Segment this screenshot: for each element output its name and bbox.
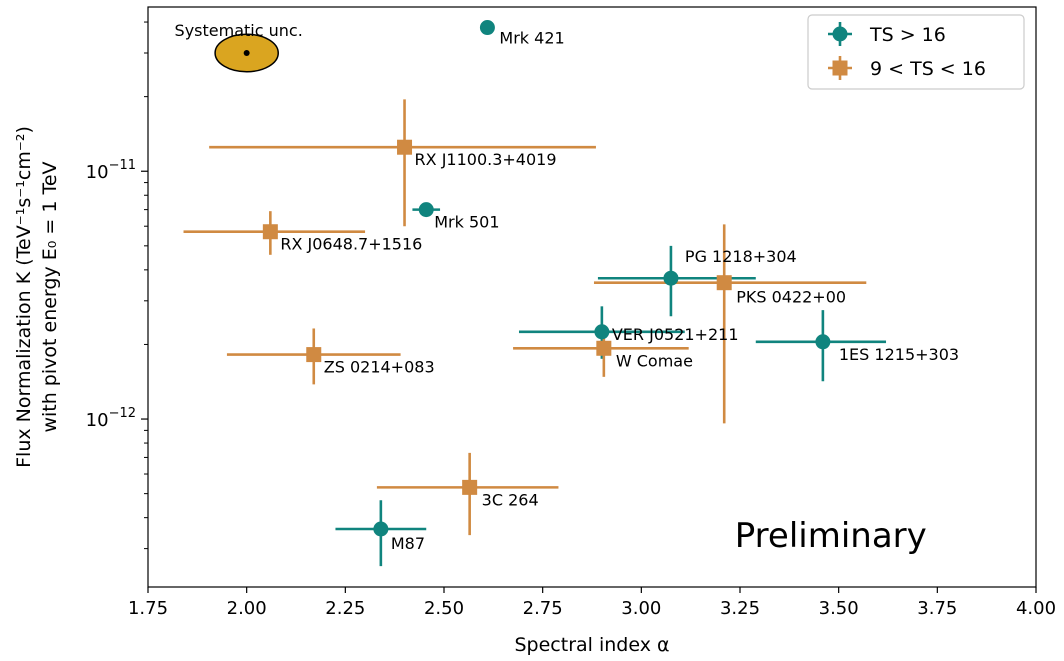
x-tick-label: 2.25 xyxy=(325,598,365,619)
data-point-square xyxy=(262,224,278,240)
x-tick-label: 4.00 xyxy=(1016,598,1056,619)
data-point-square xyxy=(306,347,322,363)
point-label: RX J1100.3+4019 xyxy=(415,150,557,169)
systematic-label: Systematic unc. xyxy=(175,21,303,40)
marker-layer xyxy=(262,20,831,537)
x-tick-label: 2.50 xyxy=(424,598,464,619)
point-label: Mrk 501 xyxy=(434,213,499,232)
x-tick-label: 2.75 xyxy=(523,598,563,619)
data-point-circle xyxy=(663,270,679,286)
x-tick-label: 1.75 xyxy=(128,598,168,619)
x-tick-label: 2.00 xyxy=(227,598,267,619)
y-tick-label: 10−11 xyxy=(86,158,136,183)
y-axis-label-line1: Flux Normalization K (TeV⁻¹s⁻¹cm⁻²) xyxy=(13,126,35,468)
legend-label: 9 < TS < 16 xyxy=(870,58,986,80)
data-point-circle xyxy=(418,202,434,218)
legend-marker-square xyxy=(832,60,848,76)
y-axis-label-line2: with pivot energy E₀ = 1 TeV xyxy=(39,161,61,432)
point-label: PG 1218+304 xyxy=(685,247,797,266)
data-point-square xyxy=(596,340,612,356)
y-tick-label: 10−12 xyxy=(86,406,136,431)
x-axis-label: Spectral index α xyxy=(514,634,669,656)
systematic-center-dot xyxy=(243,50,250,57)
plot-frame xyxy=(147,6,1037,588)
systematic-uncertainty: Systematic unc. xyxy=(175,21,303,73)
x-tick-label: 3.00 xyxy=(621,598,661,619)
data-point-circle xyxy=(373,521,389,537)
data-point-square xyxy=(716,275,732,291)
data-point-circle xyxy=(479,20,495,36)
x-axis-ticks: 1.75 2.00 2.25 2.50 2.75 3.00 3.25 3.50 3.75 4.00 xyxy=(128,587,1056,619)
point-label: PKS 0422+00 xyxy=(736,288,846,307)
legend-label: TS > 16 xyxy=(869,24,946,46)
point-label: M87 xyxy=(391,534,425,553)
point-label: RX J0648.7+1516 xyxy=(280,235,422,254)
preliminary-annotation: Preliminary xyxy=(735,516,927,556)
data-point-square xyxy=(462,479,478,495)
y-axis-ticks: 10−12 10−11 xyxy=(86,21,148,550)
data-point-square xyxy=(397,139,413,155)
data-point-circle xyxy=(815,334,831,350)
point-label-layer: Mrk 421 Mrk 501 PG 1218+304 VER J0521+211 1E… xyxy=(280,29,959,553)
point-label: VER J0521+211 xyxy=(612,325,739,344)
point-label: 1ES 1215+303 xyxy=(839,345,959,364)
point-label: ZS 0214+083 xyxy=(324,358,435,377)
data-point-circle xyxy=(594,324,610,340)
legend-marker-circle xyxy=(832,26,848,42)
point-label: Mrk 421 xyxy=(499,29,564,48)
x-tick-label: 3.50 xyxy=(819,598,859,619)
legend-box xyxy=(807,14,1025,90)
point-label: 3C 264 xyxy=(482,490,539,509)
legend: TS > 16 9 < TS < 16 xyxy=(807,14,1025,90)
x-tick-label: 3.75 xyxy=(917,598,957,619)
point-label: W Comae xyxy=(616,351,693,370)
x-tick-label: 3.25 xyxy=(720,598,760,619)
